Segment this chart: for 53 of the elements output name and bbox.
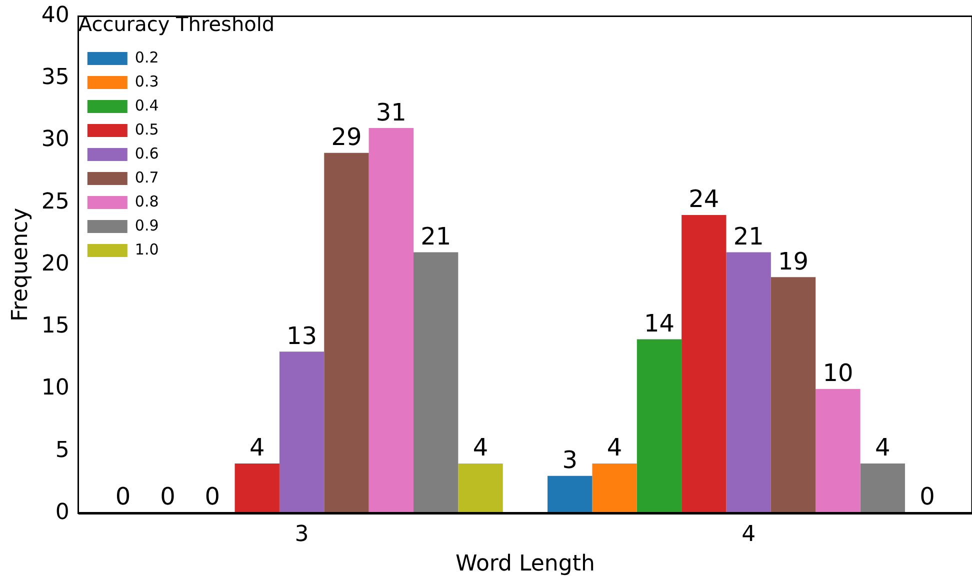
legend-title: Accuracy Threshold (78, 12, 275, 36)
data-label: 24 (688, 185, 720, 214)
bar (860, 464, 905, 514)
y-tick-label: 0 (55, 500, 70, 525)
data-label: 14 (644, 309, 675, 338)
x-axis-title: Word Length (455, 552, 595, 577)
bar (636, 339, 682, 514)
data-label: 4 (472, 434, 488, 462)
legend-label: 0.2 (134, 48, 159, 66)
bar (234, 464, 280, 514)
data-label: 4 (875, 434, 890, 462)
bar (816, 388, 860, 514)
data-label: 10 (822, 359, 854, 388)
y-tick-label: 5 (55, 438, 70, 463)
data-label: 29 (331, 123, 362, 152)
bar (682, 215, 726, 514)
bar (548, 476, 592, 514)
bar (726, 252, 771, 514)
legend-label: 0.4 (134, 96, 159, 114)
legend-label: 0.5 (134, 120, 159, 138)
legend-label: 0.9 (134, 216, 159, 234)
bar (324, 152, 369, 514)
data-label: 21 (733, 222, 764, 251)
y-axis-title: Frequency (8, 208, 33, 322)
bar (770, 277, 816, 514)
bar (368, 128, 414, 514)
data-label: 0 (115, 482, 131, 510)
y-tick-label: 15 (41, 314, 70, 339)
data-label: 4 (606, 434, 622, 462)
y-tick-label: 10 (41, 376, 70, 401)
bar (592, 464, 637, 514)
legend-label: 0.8 (134, 192, 159, 210)
y-tick-label: 30 (41, 127, 70, 152)
data-label: 3 (562, 446, 578, 474)
y-tick-label: 20 (41, 251, 70, 276)
y-tick-label: 25 (41, 189, 70, 214)
y-tick-label: 35 (41, 65, 70, 90)
data-label: 4 (249, 434, 265, 462)
data-label: 31 (376, 98, 406, 126)
legend-label: 0.6 (134, 144, 159, 162)
data-label: 19 (778, 247, 809, 276)
bar (279, 352, 324, 514)
legend-label: 0.7 (134, 168, 159, 186)
data-label: 0 (160, 482, 176, 510)
data-label: 13 (286, 322, 318, 350)
data-label: 0 (920, 482, 935, 510)
y-tick-label: 40 (41, 2, 70, 28)
legend-label: 0.3 (134, 72, 159, 90)
bar (458, 464, 503, 514)
bar (413, 252, 458, 514)
data-label: 21 (420, 222, 452, 251)
legend-label: 1.0 (134, 240, 159, 258)
data-label: 0 (204, 482, 220, 510)
